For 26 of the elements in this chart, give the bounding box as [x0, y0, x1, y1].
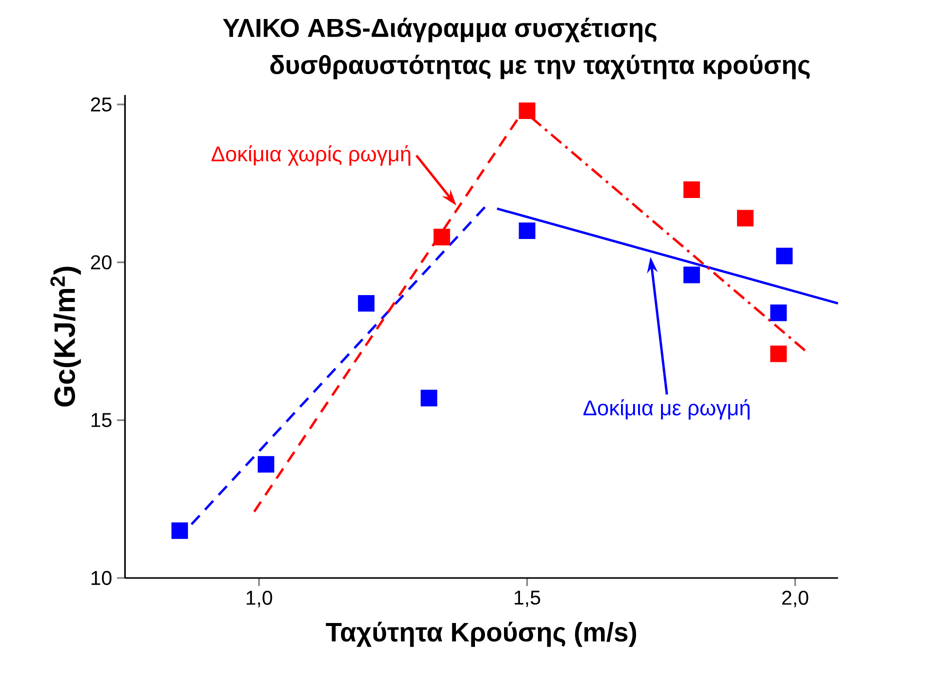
x-axis-title: Ταχύτητα Κρούσης (m/s): [326, 622, 636, 647]
x-tick-label: 1,0: [246, 590, 272, 608]
y-tick-label: 25: [91, 97, 112, 112]
point: [171, 522, 188, 539]
y-tick-label: 20: [91, 255, 112, 270]
y-axis-title: Gc(KJ/m$^{2}$): [50, 266, 81, 407]
point: [776, 248, 793, 264]
point: [518, 222, 536, 240]
y-tick-label: 10: [92, 570, 112, 586]
point: [683, 181, 700, 198]
point: [420, 390, 438, 406]
annotation: Δοκίμια με ρωγμή: [583, 399, 750, 420]
y-tick-label: 15: [92, 413, 112, 428]
chart-subtitle: δυσθραυστότητας με την ταχύτητα κρούσης: [270, 54, 810, 80]
x-tick-label: 1,5: [514, 590, 540, 608]
point: [258, 456, 274, 473]
x-tick-label: 2,0: [782, 590, 808, 608]
annotation: Δοκίμια χωρίς ρωγμή: [212, 145, 410, 166]
chart-title: ΥΛΙΚΟ ABS-Διάγραμμα συσχέτισης: [222, 18, 656, 42]
point: [770, 346, 787, 362]
point: [770, 304, 787, 322]
point: [683, 266, 700, 284]
point: [737, 210, 754, 226]
point: [434, 228, 450, 246]
point: [518, 102, 536, 120]
point: [358, 295, 375, 312]
